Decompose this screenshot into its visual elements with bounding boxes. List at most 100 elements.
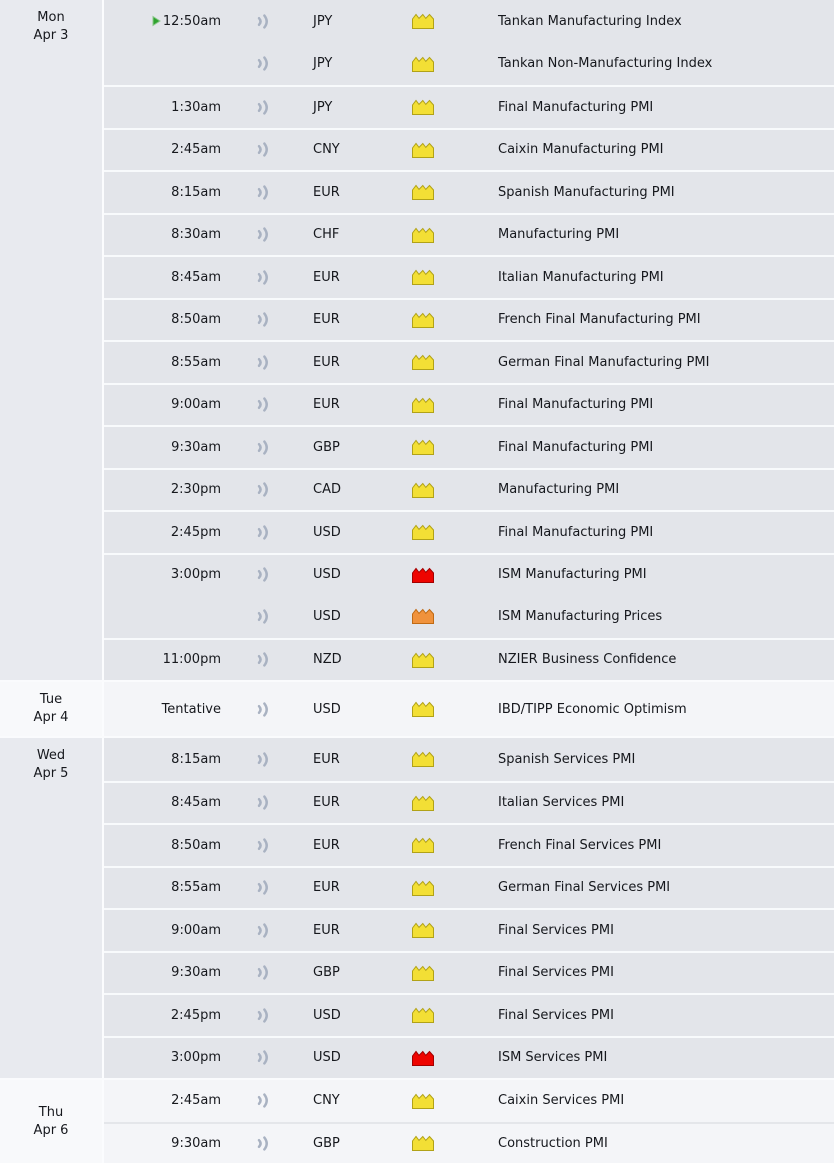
event-row[interactable]: JPY Tankan Non-Manufacturing Index bbox=[104, 43, 834, 86]
event-title[interactable]: German Final Manufacturing PMI bbox=[498, 355, 834, 370]
event-title[interactable]: Final Manufacturing PMI bbox=[498, 397, 834, 412]
impact-cell[interactable] bbox=[412, 922, 498, 938]
event-row[interactable]: 8:55am EUR German Final Services PMI bbox=[104, 866, 834, 909]
event-detail-button[interactable] bbox=[221, 12, 305, 31]
event-row[interactable]: 2:45pm USD Final Manufacturing PMI bbox=[104, 510, 834, 553]
event-detail-button[interactable] bbox=[221, 523, 305, 542]
event-row[interactable]: 9:00am EUR Final Services PMI bbox=[104, 908, 834, 951]
impact-cell[interactable] bbox=[412, 227, 498, 243]
impact-cell[interactable] bbox=[412, 439, 498, 455]
impact-cell[interactable] bbox=[412, 965, 498, 981]
impact-cell[interactable] bbox=[412, 184, 498, 200]
impact-cell[interactable] bbox=[412, 142, 498, 158]
event-row[interactable]: USD ISM Manufacturing Prices bbox=[104, 595, 834, 638]
event-title[interactable]: ISM Manufacturing PMI bbox=[498, 567, 834, 582]
event-detail-button[interactable] bbox=[221, 225, 305, 244]
event-detail-button[interactable] bbox=[221, 183, 305, 202]
event-detail-button[interactable] bbox=[221, 750, 305, 769]
event-row[interactable]: 3:00pm USD ISM Services PMI bbox=[104, 1036, 834, 1079]
event-title[interactable]: Caixin Manufacturing PMI bbox=[498, 142, 834, 157]
event-title[interactable]: Italian Manufacturing PMI bbox=[498, 270, 834, 285]
event-row[interactable]: 1:30am JPY Final Manufacturing PMI bbox=[104, 85, 834, 128]
event-detail-button[interactable] bbox=[221, 565, 305, 584]
event-title[interactable]: Final Manufacturing PMI bbox=[498, 525, 834, 540]
event-row[interactable]: 9:30am GBP Final Services PMI bbox=[104, 951, 834, 994]
event-detail-button[interactable] bbox=[221, 353, 305, 372]
impact-cell[interactable] bbox=[412, 567, 498, 583]
event-title[interactable]: IBD/TIPP Economic Optimism bbox=[498, 702, 834, 717]
event-detail-button[interactable] bbox=[221, 395, 305, 414]
event-row[interactable]: 2:30pm CAD Manufacturing PMI bbox=[104, 468, 834, 511]
event-detail-button[interactable] bbox=[221, 54, 305, 73]
event-title[interactable]: ISM Manufacturing Prices bbox=[498, 609, 834, 624]
impact-cell[interactable] bbox=[412, 1050, 498, 1066]
event-row[interactable]: 9:30am GBP Construction PMI bbox=[104, 1122, 834, 1163]
event-row[interactable]: 8:15am EUR Spanish Manufacturing PMI bbox=[104, 170, 834, 213]
event-row[interactable]: 8:55am EUR German Final Manufacturing PM… bbox=[104, 340, 834, 383]
impact-cell[interactable] bbox=[412, 837, 498, 853]
event-title[interactable]: Final Manufacturing PMI bbox=[498, 440, 834, 455]
event-detail-button[interactable] bbox=[221, 878, 305, 897]
event-title[interactable]: Manufacturing PMI bbox=[498, 227, 834, 242]
impact-cell[interactable] bbox=[412, 354, 498, 370]
event-detail-button[interactable] bbox=[221, 1091, 305, 1110]
event-title[interactable]: Italian Services PMI bbox=[498, 795, 834, 810]
impact-cell[interactable] bbox=[412, 880, 498, 896]
event-detail-button[interactable] bbox=[221, 310, 305, 329]
impact-cell[interactable] bbox=[412, 312, 498, 328]
event-detail-button[interactable] bbox=[221, 480, 305, 499]
impact-cell[interactable] bbox=[412, 1135, 498, 1151]
event-detail-button[interactable] bbox=[221, 438, 305, 457]
event-detail-button[interactable] bbox=[221, 607, 305, 626]
event-detail-button[interactable] bbox=[221, 140, 305, 159]
event-row[interactable]: 11:00pm NZD NZIER Business Confidence bbox=[104, 638, 834, 681]
event-title[interactable]: ISM Services PMI bbox=[498, 1050, 834, 1065]
impact-cell[interactable] bbox=[412, 56, 498, 72]
impact-cell[interactable] bbox=[412, 524, 498, 540]
event-detail-button[interactable] bbox=[221, 963, 305, 982]
event-row[interactable]: Tentative USD IBD/TIPP Economic Optimism bbox=[104, 682, 834, 736]
event-title[interactable]: NZIER Business Confidence bbox=[498, 652, 834, 667]
event-detail-button[interactable] bbox=[221, 98, 305, 117]
impact-cell[interactable] bbox=[412, 795, 498, 811]
event-detail-button[interactable] bbox=[221, 793, 305, 812]
event-row[interactable]: 12:50am JPY Tankan Manufacturing Index bbox=[104, 0, 834, 43]
event-detail-button[interactable] bbox=[221, 268, 305, 287]
event-title[interactable]: German Final Services PMI bbox=[498, 880, 834, 895]
event-detail-button[interactable] bbox=[221, 700, 305, 719]
event-row[interactable]: 8:45am EUR Italian Services PMI bbox=[104, 781, 834, 824]
event-detail-button[interactable] bbox=[221, 650, 305, 669]
event-title[interactable]: Tankan Manufacturing Index bbox=[498, 14, 834, 29]
event-title[interactable]: French Final Manufacturing PMI bbox=[498, 312, 834, 327]
event-row[interactable]: 8:30am CHF Manufacturing PMI bbox=[104, 213, 834, 256]
event-title[interactable]: Spanish Services PMI bbox=[498, 752, 834, 767]
impact-cell[interactable] bbox=[412, 13, 498, 29]
event-title[interactable]: Construction PMI bbox=[498, 1136, 834, 1151]
impact-cell[interactable] bbox=[412, 99, 498, 115]
event-row[interactable]: 2:45am CNY Caixin Manufacturing PMI bbox=[104, 128, 834, 171]
event-title[interactable]: Tankan Non-Manufacturing Index bbox=[498, 56, 834, 71]
impact-cell[interactable] bbox=[412, 397, 498, 413]
event-row[interactable]: 8:50am EUR French Final Services PMI bbox=[104, 823, 834, 866]
event-row[interactable]: 2:45am CNY Caixin Services PMI bbox=[104, 1080, 834, 1122]
impact-cell[interactable] bbox=[412, 1093, 498, 1109]
impact-cell[interactable] bbox=[412, 701, 498, 717]
event-title[interactable]: Caixin Services PMI bbox=[498, 1093, 834, 1108]
event-detail-button[interactable] bbox=[221, 1048, 305, 1067]
event-row[interactable]: 8:15am EUR Spanish Services PMI bbox=[104, 738, 834, 781]
event-row[interactable]: 9:30am GBP Final Manufacturing PMI bbox=[104, 425, 834, 468]
event-detail-button[interactable] bbox=[221, 1134, 305, 1153]
event-title[interactable]: Manufacturing PMI bbox=[498, 482, 834, 497]
event-title[interactable]: Final Manufacturing PMI bbox=[498, 100, 834, 115]
event-row[interactable]: 2:45pm USD Final Services PMI bbox=[104, 993, 834, 1036]
event-detail-button[interactable] bbox=[221, 1006, 305, 1025]
event-title[interactable]: Final Services PMI bbox=[498, 1008, 834, 1023]
event-title[interactable]: Spanish Manufacturing PMI bbox=[498, 185, 834, 200]
event-title[interactable]: Final Services PMI bbox=[498, 965, 834, 980]
impact-cell[interactable] bbox=[412, 269, 498, 285]
event-detail-button[interactable] bbox=[221, 921, 305, 940]
event-row[interactable]: 8:50am EUR French Final Manufacturing PM… bbox=[104, 298, 834, 341]
event-row[interactable]: 3:00pm USD ISM Manufacturing PMI bbox=[104, 553, 834, 596]
event-row[interactable]: 8:45am EUR Italian Manufacturing PMI bbox=[104, 255, 834, 298]
impact-cell[interactable] bbox=[412, 482, 498, 498]
